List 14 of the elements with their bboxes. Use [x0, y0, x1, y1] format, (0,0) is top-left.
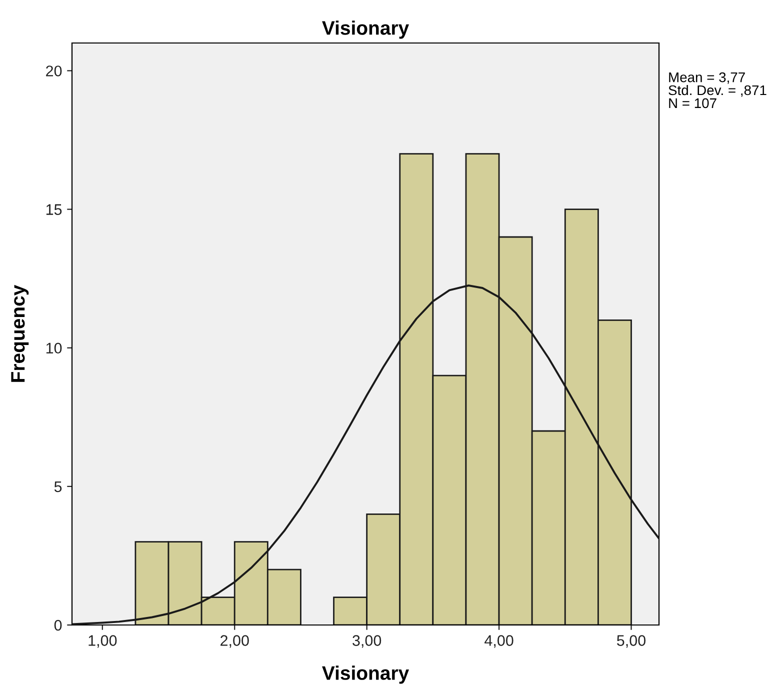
chart-title: Visionary [322, 20, 409, 39]
y-tick-label: 10 [46, 342, 62, 354]
text: Mean = 3,77 Std. Dev. = ,871 N = 107 [668, 72, 766, 108]
x-tick-label: 2,00 [220, 635, 249, 648]
x-axis-title: Visionary [322, 666, 409, 684]
x-tick-label: 4,00 [484, 635, 514, 648]
y-tick-label: 20 [46, 66, 62, 76]
x-tick-label: 5,00 [616, 635, 646, 648]
x-tick-label: 1,00 [88, 635, 117, 648]
y-tick-label: 0 [54, 620, 62, 631]
x-tick-label: 3,00 [352, 635, 382, 648]
y-axis-title: Frequency [11, 284, 29, 382]
y-tick-label: 5 [54, 481, 62, 492]
y-tick-label: 15 [46, 204, 62, 215]
